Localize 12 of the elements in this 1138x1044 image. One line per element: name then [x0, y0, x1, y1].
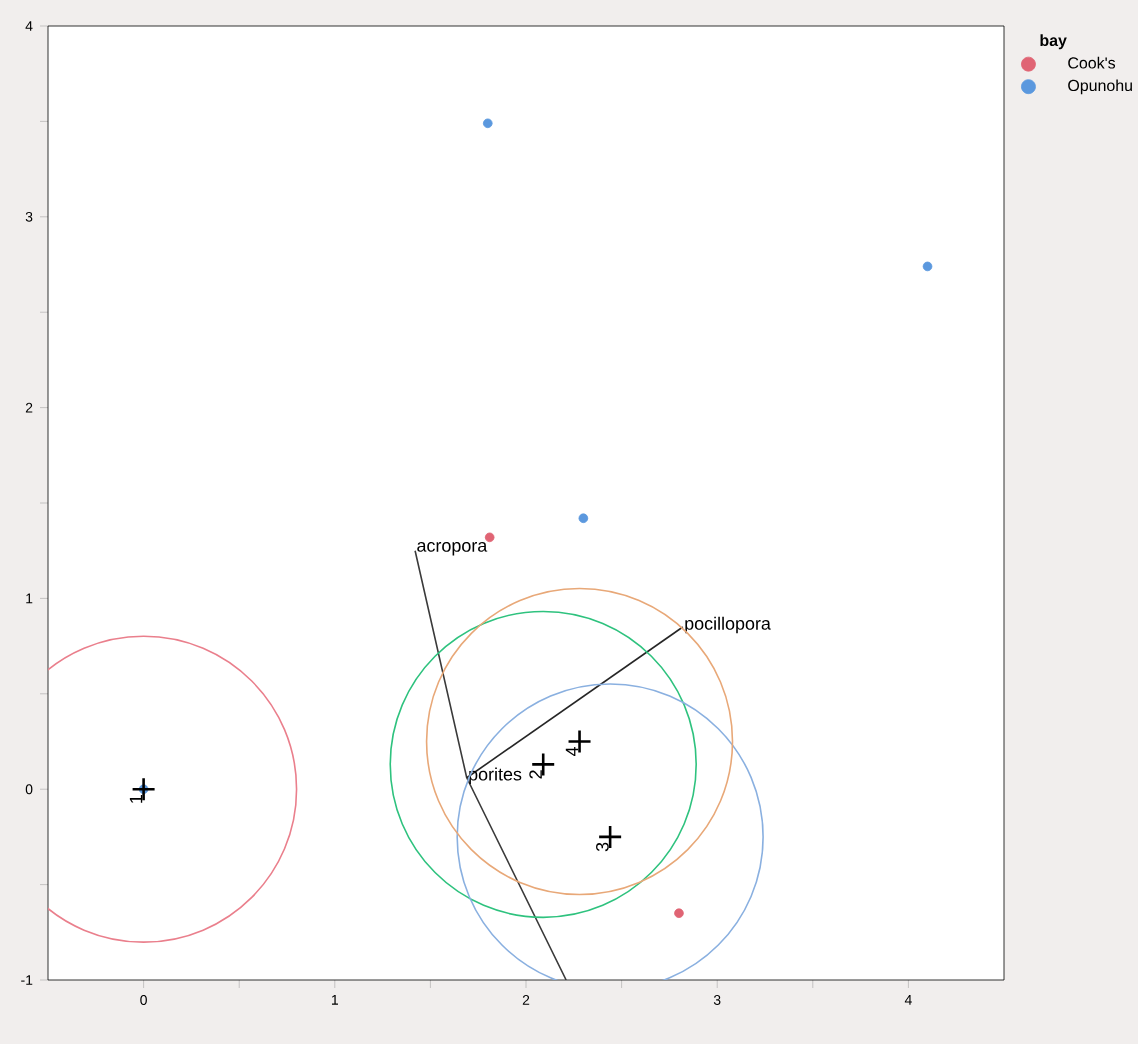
annotation: porites	[469, 767, 522, 785]
text: 1	[129, 795, 143, 803]
text: 4	[565, 747, 579, 757]
point	[482, 118, 493, 129]
point	[922, 261, 933, 272]
point	[484, 532, 495, 543]
text: 2	[529, 770, 542, 779]
text: 3	[596, 842, 609, 852]
point	[674, 908, 684, 919]
annotation: acropora	[417, 542, 488, 556]
annotation: pocillopora	[685, 616, 771, 634]
point	[578, 513, 589, 524]
